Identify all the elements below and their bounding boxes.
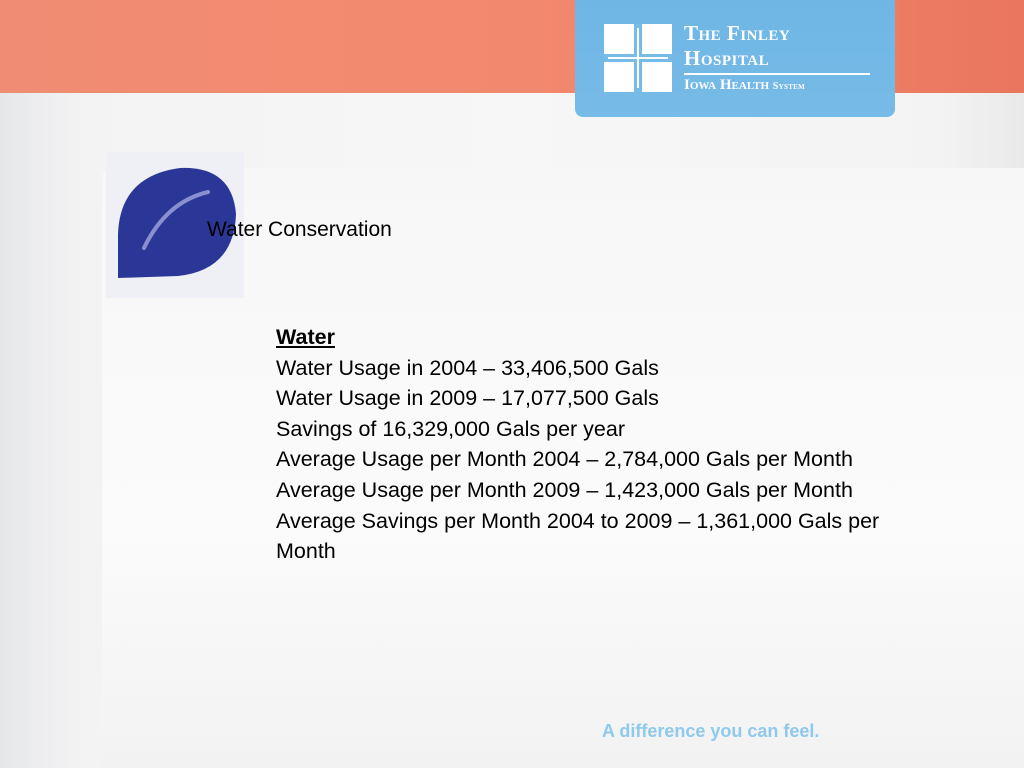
body-line: Average Savings per Month 2004 to 2009 –… bbox=[276, 508, 880, 564]
hospital-logo: The Finley Hospital Iowa Health System bbox=[575, 0, 895, 117]
slide-title: Water Conservation bbox=[207, 218, 392, 241]
body-text: Water Water Usage in 2004 – 33,406,500 G… bbox=[276, 322, 916, 567]
body-line: Average Usage per Month 2004 – 2,784,000… bbox=[276, 447, 853, 472]
logo-divider bbox=[684, 73, 870, 75]
water-drop-icon bbox=[106, 152, 244, 298]
cross-icon bbox=[604, 24, 672, 92]
logo-system-suffix: System bbox=[772, 81, 806, 92]
body-line: Water Usage in 2004 – 33,406,500 Gals bbox=[276, 355, 659, 380]
logo-system-name: Iowa Health bbox=[684, 77, 770, 93]
body-line: Average Usage per Month 2009 – 1,423,000… bbox=[276, 477, 853, 502]
body-line: Savings of 16,329,000 Gals per year bbox=[276, 416, 625, 441]
footer-tagline: A difference you can feel. bbox=[602, 721, 820, 741]
logo-text-line1: The Finley bbox=[684, 21, 791, 45]
logo-text-line2: Hospital bbox=[684, 46, 770, 70]
logo-text-line3: Iowa Health System bbox=[684, 77, 805, 94]
body-line: Water Usage in 2009 – 17,077,500 Gals bbox=[276, 386, 659, 411]
body-heading: Water bbox=[276, 325, 335, 349]
content-panel bbox=[102, 168, 1024, 768]
